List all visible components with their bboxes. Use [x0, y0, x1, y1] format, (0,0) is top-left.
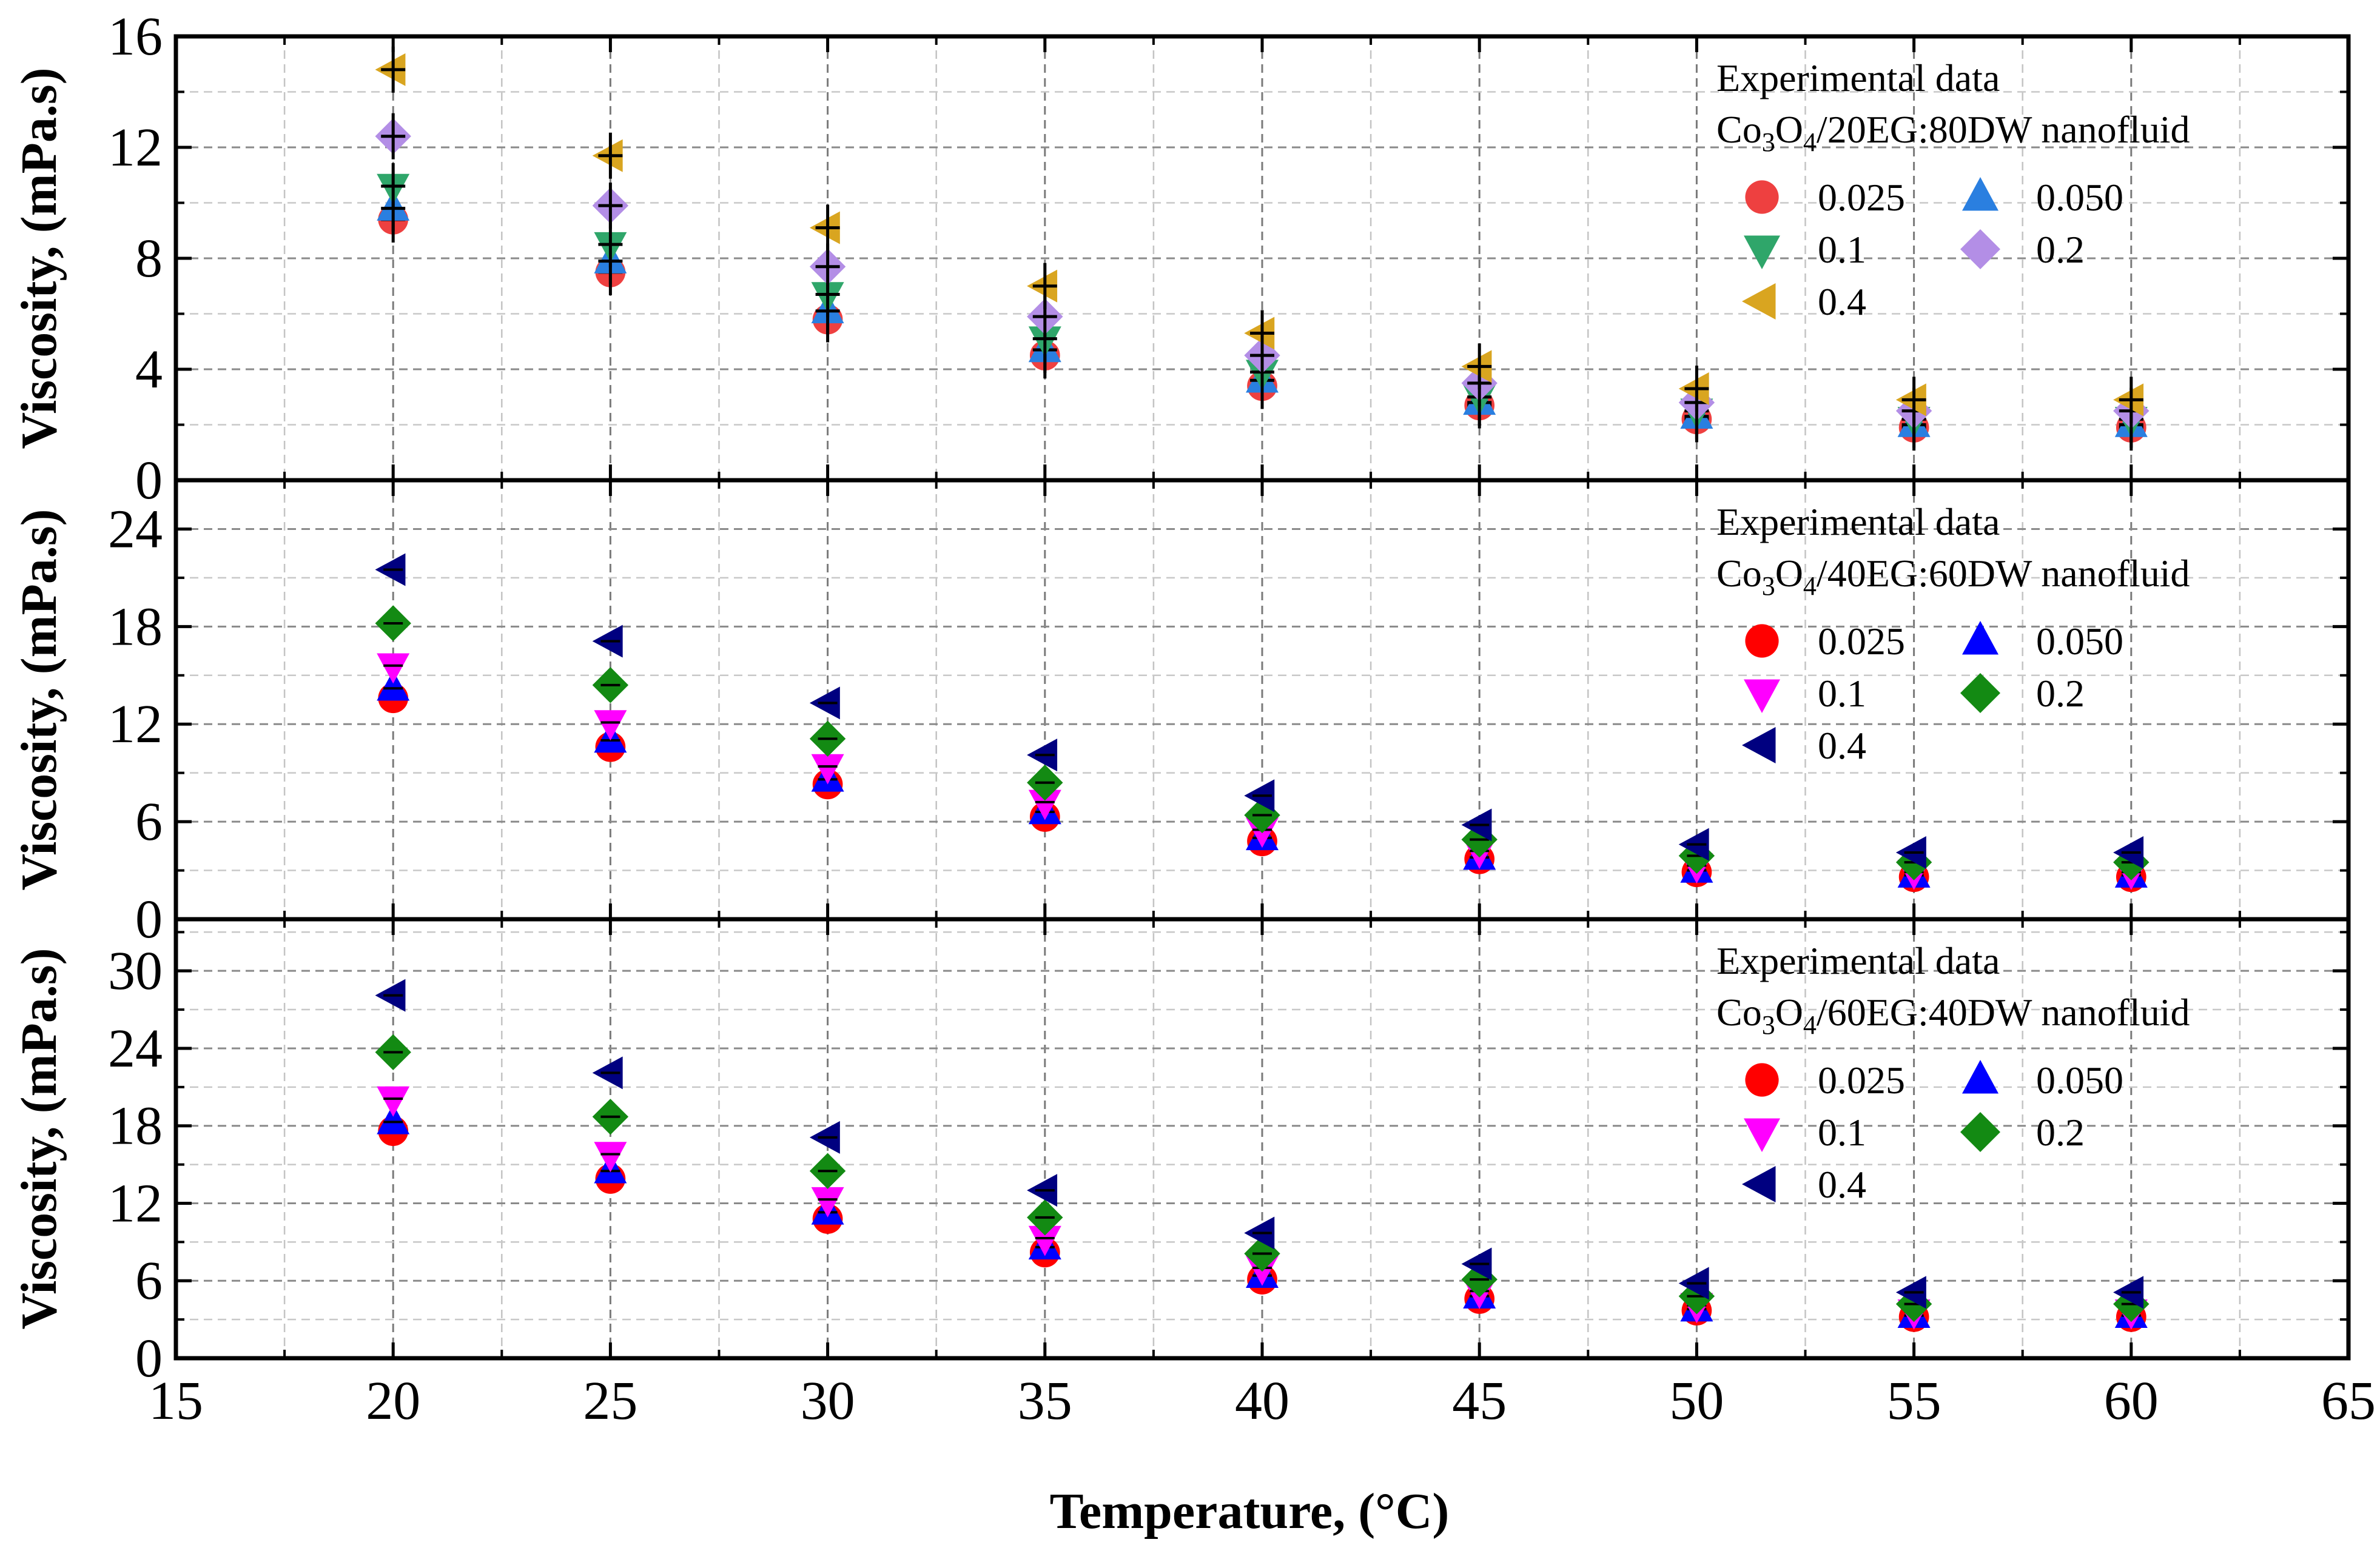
data-point	[377, 670, 410, 701]
legend-marker	[1744, 1118, 1780, 1152]
x-tick-label: 55	[1887, 1371, 1941, 1431]
series-0.4	[375, 46, 2144, 423]
legend-label: 0.050	[2036, 1059, 2123, 1102]
panel-frame	[173, 917, 2351, 1361]
legend-label: 0.050	[2036, 620, 2123, 663]
legend-label: 0.2	[2036, 672, 2085, 715]
y-axis-title: Viscosity, (mPa.s)	[11, 509, 67, 890]
legend-label: 0.4	[1818, 724, 1866, 767]
legend: Experimental data Co3O4/20EG:80DW nanoflu…	[1716, 56, 2190, 323]
legend-label: 0.050	[2036, 176, 2123, 219]
y-tick-label: 6	[135, 1251, 163, 1311]
legend-marker	[1960, 1112, 2000, 1152]
legend-label: 0.025	[1818, 176, 1905, 219]
data-point	[811, 1187, 844, 1218]
legend-label: 0.025	[1818, 1059, 1905, 1102]
y-axis-title: Viscosity, (mPa.s)	[11, 948, 67, 1329]
legend-label: 0.4	[1818, 280, 1866, 323]
y-tick-label: 12	[108, 694, 163, 754]
legend-label: 0.1	[1818, 672, 1866, 715]
legend-formula: Co3O4/40EG:60DW nanofluid	[1716, 552, 2190, 601]
x-tick-label: 45	[1452, 1371, 1507, 1431]
legend-marker	[1960, 229, 2000, 269]
y-tick-label: 18	[108, 1096, 163, 1156]
x-tick-label: 35	[1018, 1371, 1072, 1431]
y-tick-label: 18	[108, 597, 163, 657]
y-tick-label: 12	[108, 1173, 163, 1233]
legend-label: 0.1	[1818, 1111, 1866, 1154]
x-tick-label: 30	[801, 1371, 855, 1431]
legend-marker	[1745, 624, 1779, 658]
x-tick-label: 65	[2321, 1371, 2376, 1431]
y-tick-label: 0	[135, 890, 163, 950]
x-tick-label: 20	[366, 1371, 420, 1431]
legend: Experimental data Co3O4/60EG:40DW nanoflu…	[1716, 939, 2190, 1206]
legend-title: Experimental data	[1716, 939, 2000, 982]
data-point	[377, 1104, 410, 1134]
y-tick-label: 24	[108, 499, 163, 559]
series-0.4	[375, 553, 2144, 869]
legend-marker	[1745, 180, 1779, 214]
y-tick-label: 0	[135, 1329, 163, 1389]
legend-label: 0.025	[1818, 620, 1905, 663]
legend-label: 0.2	[2036, 1111, 2085, 1154]
series-0.4	[375, 979, 2144, 1309]
plot-root: 0 4 8 12 16 Viscosity, (mPa.s) Experimental da…	[11, 7, 2376, 1431]
data-point	[1028, 789, 1061, 820]
data-point	[1028, 1225, 1061, 1256]
x-tick-label: 25	[583, 1371, 637, 1431]
legend-marker	[1962, 1060, 1998, 1094]
y-tick-label: 6	[135, 792, 163, 852]
y-tick-label: 30	[108, 941, 163, 1001]
y-tick-label: 0	[135, 451, 163, 511]
x-axis-title: Temperature, (°C)	[1050, 1483, 1450, 1540]
legend-marker	[1745, 1063, 1779, 1097]
panel-2: 0 6 12 18 24 Viscosity, (mPa.s) Experimental d…	[11, 478, 2351, 950]
y-tick-label: 16	[108, 7, 163, 67]
data-point	[594, 1142, 627, 1173]
legend-title: Experimental data	[1716, 56, 2000, 99]
legend-marker	[1962, 177, 1998, 211]
legend-title: Experimental data	[1716, 500, 2000, 543]
legend-label: 0.4	[1818, 1163, 1866, 1206]
legend-marker	[1744, 679, 1780, 713]
legend-marker	[1960, 673, 2000, 713]
legend-marker	[1742, 727, 1776, 763]
legend-marker	[1744, 235, 1780, 269]
legend-marker	[1742, 1166, 1776, 1202]
y-axis-title: Viscosity, (mPa.s)	[11, 67, 67, 449]
panel-1: 0 4 8 12 16 Viscosity, (mPa.s) Experimental da…	[11, 7, 2351, 511]
data-point	[377, 1086, 410, 1117]
data-point	[377, 653, 410, 684]
y-tick-label: 12	[108, 118, 163, 178]
legend-marker	[1962, 621, 1998, 655]
y-tick-label: 8	[135, 229, 163, 289]
panel-3: 0 6 12 18 24 30 Viscosity, (mPa.s) Experimental…	[11, 917, 2351, 1389]
legend-formula: Co3O4/20EG:80DW nanofluid	[1716, 108, 2190, 157]
x-tick-label: 40	[1235, 1371, 1289, 1431]
y-tick-label: 4	[135, 340, 163, 400]
y-tick-label: 24	[108, 1019, 163, 1079]
data-point	[811, 754, 844, 785]
legend-formula: Co3O4/60EG:40DW nanofluid	[1716, 991, 2190, 1040]
legend-label: 0.1	[1818, 228, 1866, 271]
x-tick-label: 60	[2104, 1371, 2159, 1431]
data-point	[594, 710, 627, 741]
legend-marker	[1742, 283, 1776, 320]
x-tick-label: 15	[149, 1371, 203, 1431]
legend-label: 0.2	[2036, 228, 2085, 271]
x-tick-label: 50	[1669, 1371, 1724, 1431]
legend: Experimental data Co3O4/40EG:60DW nanoflu…	[1716, 500, 2190, 767]
